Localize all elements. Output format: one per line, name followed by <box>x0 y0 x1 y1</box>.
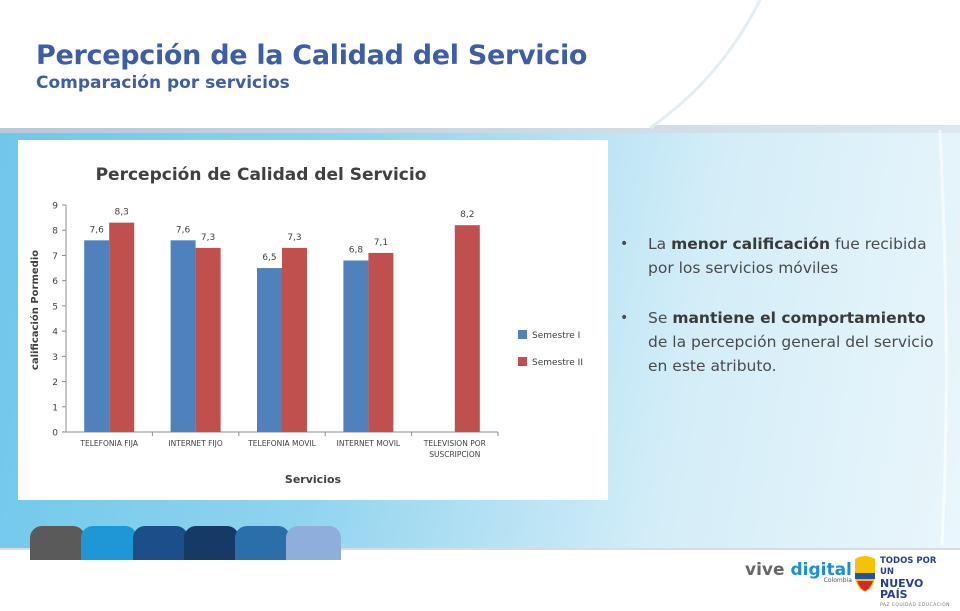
bar-semestre-2 <box>109 222 135 432</box>
bullet-dot-icon: • <box>620 236 629 252</box>
x-tick-label: INTERNET MOVIL <box>337 439 401 448</box>
y-tick-label: 9 <box>52 202 58 212</box>
footer-divider <box>0 548 960 550</box>
bullet-list: • La menor calificación fue recibida por… <box>618 232 948 404</box>
x-tick-label: SUSCRIPCION <box>429 450 480 459</box>
footer-tab <box>133 526 188 560</box>
footer-tab <box>235 526 290 560</box>
nuevo-pais-logo: TODOS POR UN NUEVO PAÍS PAZ EQUIDAD EDUC… <box>852 553 952 608</box>
data-label: 7,1 <box>374 238 388 248</box>
y-tick-label: 8 <box>52 227 58 237</box>
legend-swatch <box>518 357 527 366</box>
header-divider <box>0 125 960 133</box>
bullet-text-bold: mantiene el comportamiento <box>672 309 926 327</box>
data-label: 8,3 <box>115 208 129 218</box>
data-label: 8,2 <box>460 210 474 220</box>
y-tick-label: 5 <box>52 302 58 312</box>
x-tick-label: INTERNET FIJO <box>168 439 222 448</box>
logo-text-vive: vive <box>745 560 791 580</box>
bullet-text-start: La <box>648 235 672 253</box>
y-tick-label: 1 <box>52 403 58 413</box>
chart-title: Percepción de Calidad del Servicio <box>96 165 427 185</box>
x-tick-label: TELEFONIA FIJA <box>79 439 138 448</box>
header: Percepción de la Calidad del Servicio Co… <box>36 40 587 94</box>
page-title: Percepción de la Calidad del Servicio <box>36 40 588 71</box>
logo-text-line1: TODOS POR UN <box>880 556 937 577</box>
footer-tab <box>184 526 239 560</box>
bar-semestre-2 <box>368 252 394 432</box>
y-tick-label: 2 <box>52 378 58 388</box>
y-tick-label: 0 <box>52 429 58 439</box>
legend-label: Semestre I <box>532 331 580 341</box>
bar-semestre-1 <box>343 260 369 432</box>
bullet-text-start: Se <box>648 309 673 327</box>
bullet-item: • La menor calificación fue recibida por… <box>618 232 948 280</box>
plot-area: 0 1 2 3 4 5 6 7 8 9 TELEFONIA FIJA 7,6 8,3 INTERNET F… <box>52 202 499 459</box>
bar-chart: Percepción de Calidad del Servicio 0 1 2 3 4… <box>18 140 608 500</box>
bar-semestre-1 <box>257 268 282 432</box>
bullet-text-bold: menor calificación <box>671 235 831 253</box>
coat-of-arms-icon <box>855 556 875 592</box>
data-label: 7,3 <box>287 233 301 243</box>
y-tick-label: 7 <box>52 252 58 262</box>
data-label: 7,6 <box>90 225 105 235</box>
data-label: 7,6 <box>176 225 191 235</box>
bar-semestre-2 <box>454 225 480 432</box>
bullet-dot-icon: • <box>620 310 629 326</box>
vive-digital-logo: vive digital Colombia <box>745 560 852 584</box>
data-label: 6,5 <box>262 253 276 263</box>
logo-text-line2: NUEVO PAÍS <box>880 577 924 601</box>
chart-legend: Semestre I Semestre II <box>518 330 583 368</box>
data-label: 7,3 <box>201 233 215 243</box>
footer-tab <box>286 526 341 560</box>
bar-semestre-2 <box>195 247 221 432</box>
x-tick-label: TELEVISION POR <box>423 439 486 448</box>
y-tick-label: 4 <box>52 328 58 338</box>
footer-tab <box>30 526 85 560</box>
x-axis-label: Servicios <box>285 473 342 486</box>
x-tick-label: TELEFONIA MOVIL <box>247 439 316 448</box>
bullet-item: • Se mantiene el comportamiento de la pe… <box>618 306 948 378</box>
bullet-text-end: fue recibida por los servicios móviles <box>648 235 927 277</box>
legend-label: Semestre II <box>532 358 583 368</box>
logo-text-digital: digital <box>790 560 852 580</box>
bar-semestre-1 <box>84 240 110 432</box>
y-tick-label: 6 <box>52 277 58 287</box>
bar-semestre-2 <box>282 247 307 432</box>
y-tick-label: 3 <box>52 353 58 363</box>
data-label: 6,8 <box>349 245 364 255</box>
bar-semestre-1 <box>170 240 196 432</box>
logo-text-line3: PAZ EQUIDAD EDUCACIÓN <box>880 603 951 608</box>
footer-tab <box>81 526 137 560</box>
bullet-text-end: de la percepción general del servicio en… <box>648 333 934 375</box>
y-axis-label: calificación Pormedio <box>29 250 41 370</box>
page-subtitle: Comparación por servicios <box>36 73 290 93</box>
logo-text-country: Colombia <box>823 577 852 584</box>
legend-swatch <box>518 330 527 339</box>
